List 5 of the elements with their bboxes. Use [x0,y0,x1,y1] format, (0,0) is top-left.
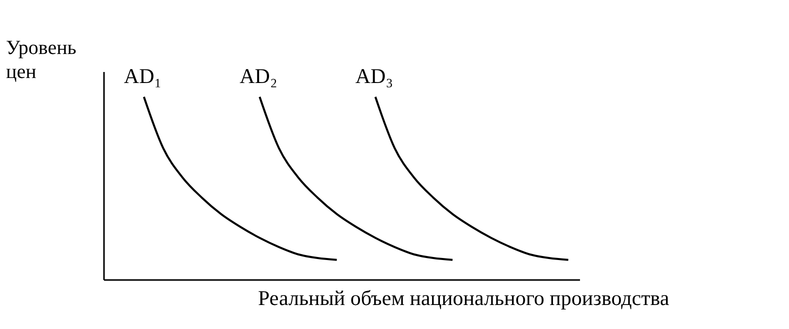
y-axis-title: Уровень цен [6,36,76,84]
series-label: AD₂ [240,64,278,88]
x-axis-title: Реальный объем национального производства [258,286,670,311]
series-label: AD₃ [355,64,394,88]
series-label: AD₁ [124,64,162,88]
